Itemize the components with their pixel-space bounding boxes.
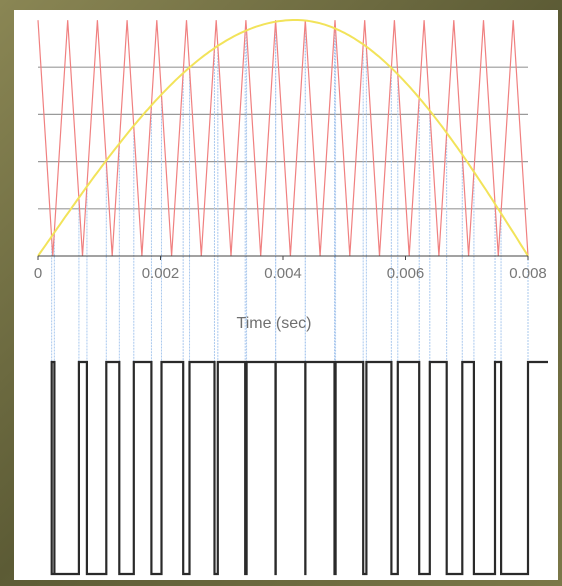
pwm-chart: 0 0.002 0.004 0.006 0.008 Time (sec)	[34, 19, 548, 576]
x-tick-label-3: 0.006	[387, 265, 425, 282]
x-tick-label-4: 0.008	[509, 265, 547, 282]
reference-wave	[37, 19, 529, 257]
carrier-line	[37, 20, 529, 257]
reference-line	[37, 19, 529, 257]
projection-lines	[51, 20, 529, 362]
pwm-pulse-line	[50, 360, 548, 576]
pwm-output	[50, 360, 548, 576]
x-tick-label-0: 0	[34, 265, 42, 282]
x-tick-label-1: 0.002	[142, 265, 180, 282]
x-axis-label: Time (sec)	[237, 315, 312, 332]
x-axis-ticks: 0 0.002 0.004 0.006 0.008	[34, 256, 547, 282]
carrier-wave	[37, 20, 529, 257]
x-tick-label-2: 0.004	[264, 265, 302, 282]
chart-panel: 0 0.002 0.004 0.006 0.008 Time (sec)	[14, 10, 558, 580]
